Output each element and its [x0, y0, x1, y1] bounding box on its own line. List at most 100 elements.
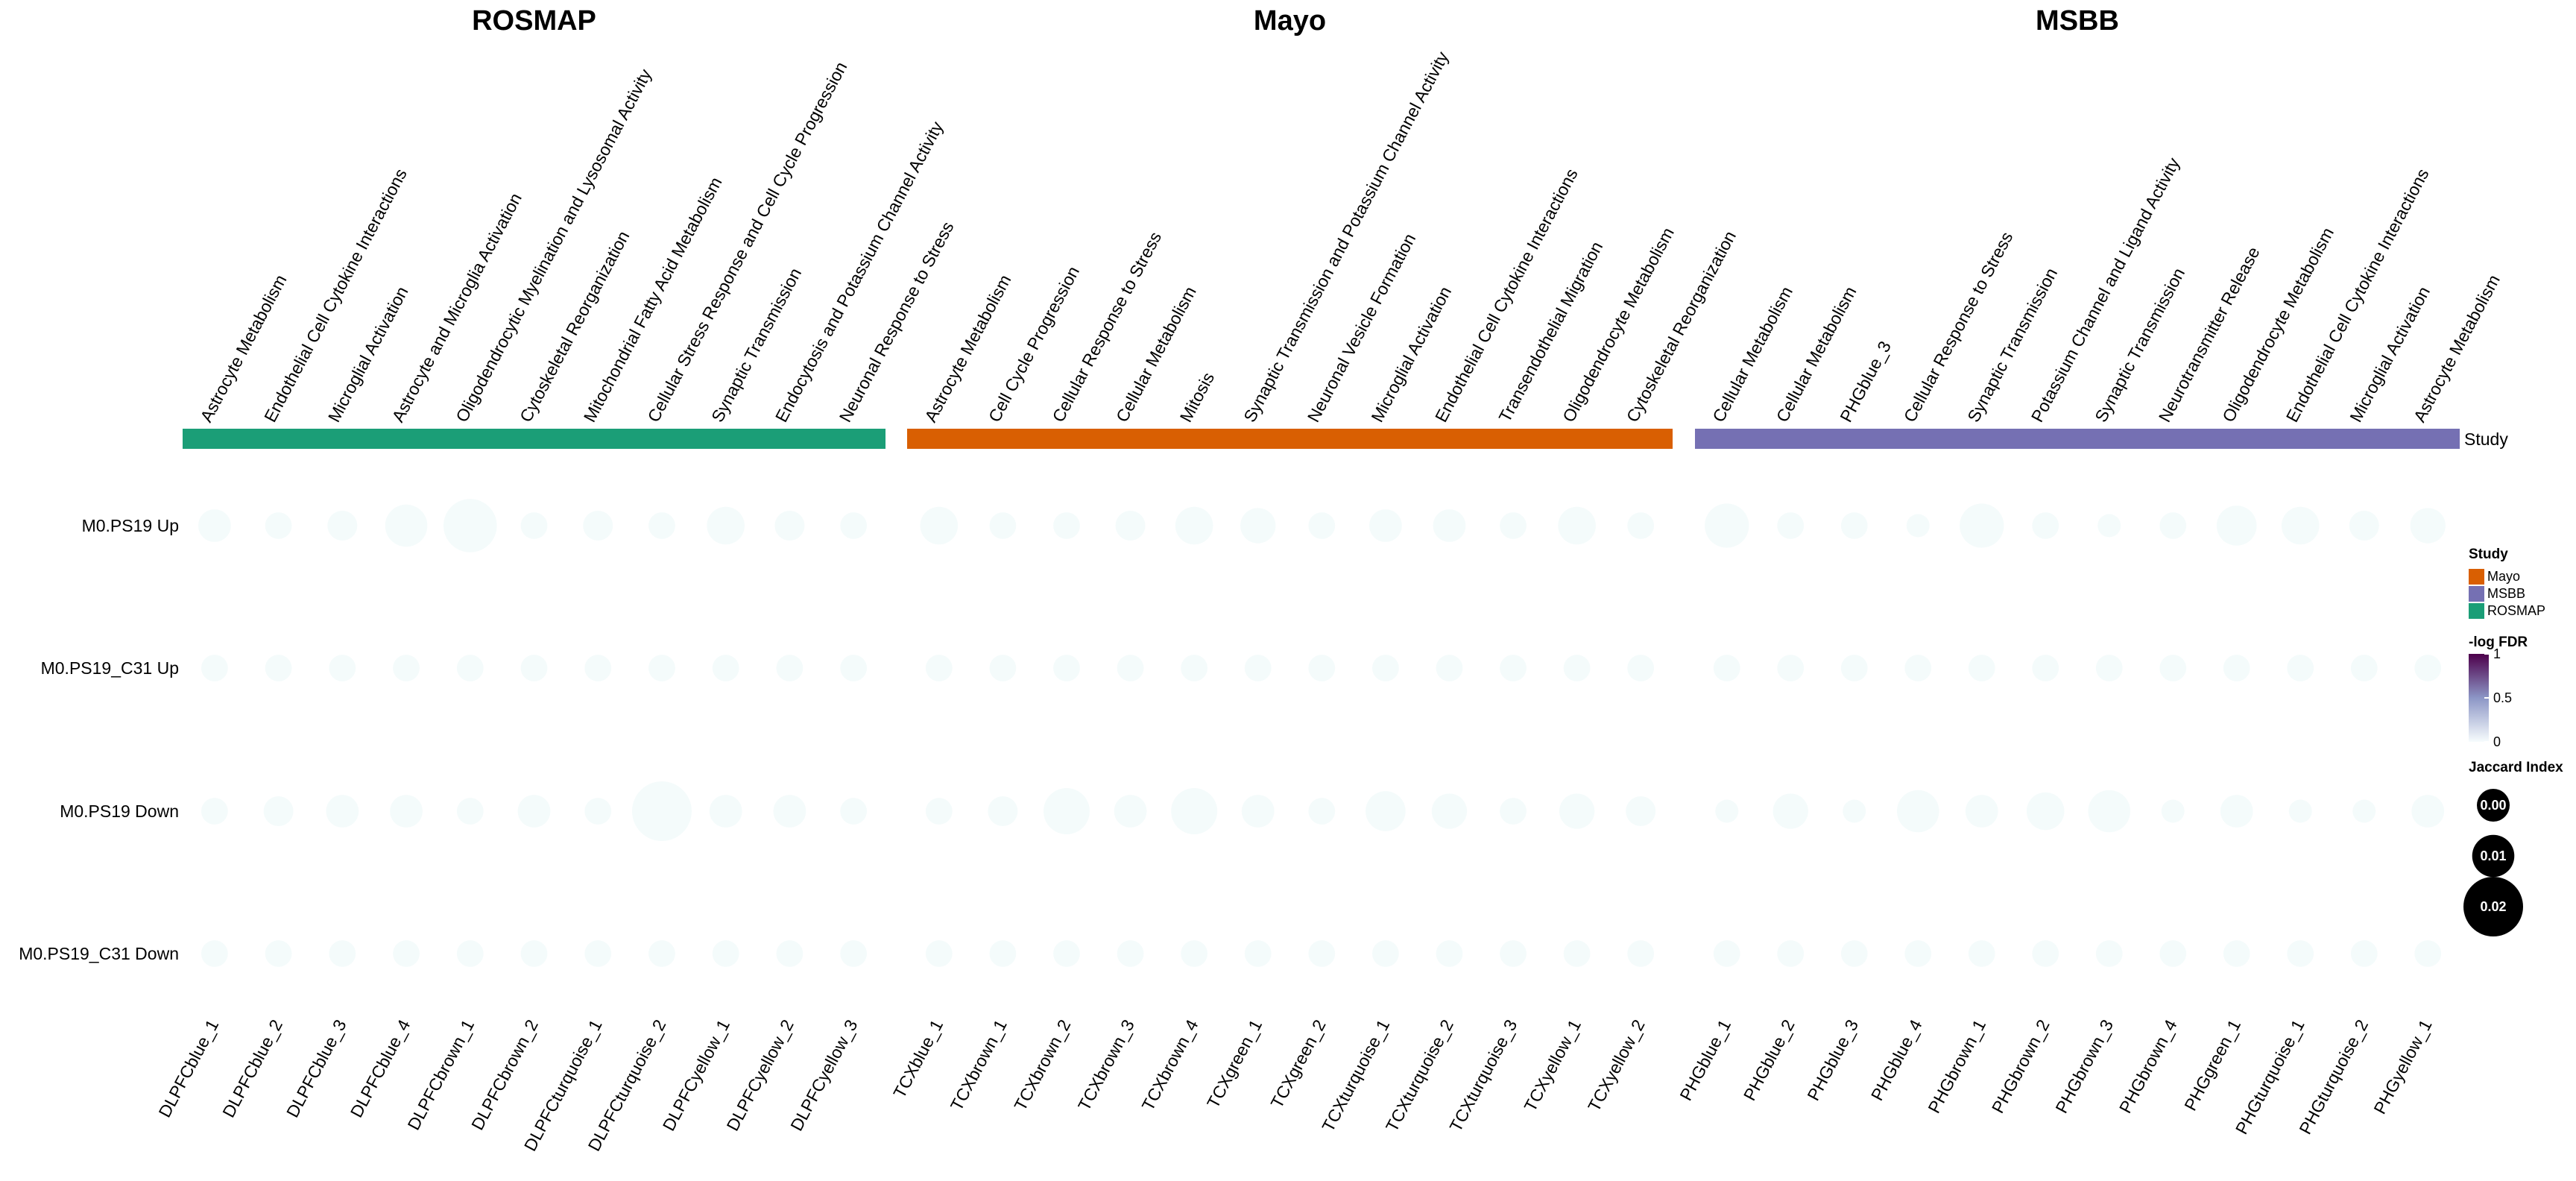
- bubble-m0-ps19-up-phgturquoise-1: [2281, 506, 2320, 545]
- bubble-m0-ps19-up-dlpfcblue-1: [198, 509, 231, 542]
- module-label-phgblue-4: Cellular Response to Stress: [1900, 228, 2017, 425]
- bubble-m0-ps19-c31-up-dlpfcblue-3: [329, 655, 356, 681]
- bubble-m0-ps19-up-phgblue-2: [1777, 512, 1805, 539]
- bubble-m0-ps19-c31-up-dlpfcturquoise-1: [584, 655, 612, 681]
- bubble-m0-ps19-up-tcxbrown-3: [1115, 511, 1146, 541]
- bubble-m0-ps19-c31-down-tcxbrown-4: [1181, 940, 1208, 967]
- legend-jaccard-sizes: 0.00 0.01 0.02: [2463, 789, 2523, 936]
- group-titles: ROSMAP Mayo MSBB: [472, 5, 2119, 37]
- bubble-m0-ps19-c31-down-dlpfcbrown-1: [456, 940, 484, 967]
- bubble-m0-ps19-c31-up-dlpfcbrown-2: [520, 655, 548, 681]
- bubble-m0-ps19-c31-down-tcxturquoise-3: [1500, 940, 1527, 967]
- bubble-m0-ps19-c31-up-phgbrown-4: [2159, 655, 2187, 681]
- bubble-m0-ps19-c31-down-tcxturquoise-1: [1371, 940, 1399, 967]
- row-label-m0-ps19-c31-down: M0.PS19_C31 Down: [19, 944, 179, 963]
- legend-swatch-mayo: [2469, 569, 2484, 585]
- legend-size-label: 0.02: [2480, 899, 2506, 914]
- bubble-m0-ps19-down-dlpfcturquoise-2: [631, 781, 692, 841]
- bubble-m0-ps19-up-phgyellow-1: [2410, 508, 2446, 544]
- annotation-bar-mayo: [907, 429, 1673, 449]
- legend-jaccard-title: Jaccard Index: [2469, 760, 2563, 775]
- module-id-dlpfcblue-1: DLPFCblue_1: [154, 1016, 222, 1121]
- bubble-m0-ps19-c31-down-tcxbrown-1: [989, 940, 1017, 967]
- legend-fdr-tick-label: 0: [2493, 734, 2501, 749]
- module-id-tcxturquoise-1: TCXturquoise_1: [1318, 1016, 1393, 1135]
- bubble-m0-ps19-c31-up-phgblue-3: [1840, 655, 1868, 681]
- bubble-m0-ps19-up-dlpfcturquoise-1: [583, 511, 613, 541]
- bubble-m0-ps19-down-tcxyellow-2: [1626, 796, 1656, 826]
- bubble-m0-ps19-down-tcxblue-1: [925, 798, 953, 825]
- row-label-m0-ps19-down: M0.PS19 Down: [60, 801, 179, 821]
- bubble-m0-ps19-c31-down-phgblue-3: [1840, 940, 1868, 967]
- module-id-tcxyellow-2: TCXyellow_2: [1584, 1016, 1649, 1115]
- bubble-m0-ps19-down-phgbrown-2: [2026, 792, 2065, 831]
- bubble-m0-ps19-c31-down-phggreen-1: [2223, 940, 2250, 967]
- legend-fdr-title: -log FDR: [2469, 634, 2528, 650]
- bubble-m0-ps19-c31-down-phgbrown-3: [2095, 940, 2123, 967]
- module-id-tcxturquoise-2: TCXturquoise_2: [1382, 1016, 1457, 1135]
- row-label-m0-ps19-up: M0.PS19 Up: [82, 516, 179, 535]
- module-label-tcxbrown-2: Cellular Response to Stress: [1048, 228, 1165, 425]
- annotation-bar-msbb: [1695, 429, 2460, 449]
- module-id-dlpfcyellow-2: DLPFCyellow_2: [722, 1016, 797, 1134]
- bubble-m0-ps19-c31-up-dlpfcyellow-1: [712, 655, 739, 681]
- bubble-m0-ps19-c31-up-tcxyellow-2: [1627, 655, 1655, 681]
- bubble-m0-ps19-up-tcxbrown-4: [1175, 506, 1213, 545]
- module-id-dlpfcblue-3: DLPFCblue_3: [282, 1016, 350, 1121]
- bubble-m0-ps19-c31-up-dlpfcyellow-3: [840, 655, 868, 681]
- module-id-dlpfcyellow-3: DLPFCyellow_3: [786, 1016, 861, 1134]
- bubble-m0-ps19-down-tcxgreen-2: [1308, 798, 1336, 825]
- module-label-dlpfcturquoise-1: Mitochondrial Fatty Acid Metabolism: [580, 174, 726, 425]
- bubble-m0-ps19-up-phgblue-3: [1840, 512, 1868, 539]
- legend-swatch-rosmap: [2469, 603, 2484, 619]
- bubble-m0-ps19-up-tcxturquoise-2: [1433, 509, 1466, 542]
- bubble-m0-ps19-down-dlpfcblue-3: [326, 795, 359, 828]
- legend-size-circle: [2472, 834, 2515, 878]
- bubble-m0-ps19-c31-up-phgblue-1: [1713, 655, 1740, 681]
- group-title-msbb: MSBB: [2036, 5, 2119, 37]
- bubble-m0-ps19-c31-up-dlpfcyellow-2: [776, 655, 804, 681]
- bubble-m0-ps19-down-phgblue-2: [1772, 793, 1808, 829]
- module-id-dlpfcbrown-2: DLPFCbrown_2: [467, 1016, 542, 1133]
- bubble-m0-ps19-c31-up-phgyellow-1: [2414, 655, 2442, 681]
- bubble-m0-ps19-down-tcxgreen-1: [1241, 795, 1275, 828]
- bubble-m0-ps19-up-phggreen-1: [2216, 506, 2257, 546]
- module-label-tcxbrown-4: Mitosis: [1176, 369, 1219, 425]
- bubble-m0-ps19-up-phgbrown-4: [2159, 512, 2187, 539]
- bubble-m0-ps19-c31-down-dlpfcturquoise-1: [584, 940, 612, 967]
- legend-label-rosmap: ROSMAP: [2487, 603, 2545, 618]
- bubble-m0-ps19-c31-down-phgbrown-4: [2159, 940, 2187, 967]
- bubble-m0-ps19-c31-up-dlpfcblue-4: [393, 655, 420, 681]
- bubble-m0-ps19-up-tcxgreen-1: [1240, 508, 1276, 544]
- module-id-phgbrown-1: PHGbrown_1: [1924, 1016, 1989, 1116]
- bubble-m0-ps19-down-dlpfcblue-2: [263, 796, 294, 826]
- bubble-m0-ps19-down-dlpfcbrown-2: [517, 795, 551, 828]
- bubble-m0-ps19-c31-up-tcxturquoise-3: [1500, 655, 1527, 681]
- bubble-m0-ps19-down-phgblue-1: [1715, 799, 1739, 823]
- bubble-m0-ps19-up-tcxyellow-2: [1627, 512, 1655, 539]
- bubble-m0-ps19-c31-up-phgbrown-1: [1968, 655, 1995, 681]
- module-id-phgblue-2: PHGblue_2: [1740, 1016, 1799, 1103]
- bubble-m0-ps19-c31-down-phgbrown-2: [2032, 940, 2059, 967]
- bubble-m0-ps19-c31-down-phgturquoise-2: [2350, 940, 2378, 967]
- bubble-m0-ps19-up-dlpfcbrown-2: [520, 512, 548, 539]
- bubble-m0-ps19-c31-up-dlpfcblue-1: [201, 655, 228, 681]
- module-id-phgturquoise-1: PHGturquoise_1: [2232, 1016, 2308, 1137]
- bubble-m0-ps19-up-tcxyellow-1: [1558, 506, 1596, 545]
- bubble-m0-ps19-c31-up-tcxgreen-2: [1308, 655, 1336, 681]
- bubble-m0-ps19-c31-down-tcxblue-1: [925, 940, 953, 967]
- module-id-phgturquoise-2: PHGturquoise_2: [2295, 1016, 2372, 1137]
- bubble-m0-ps19-c31-down-phgblue-1: [1713, 940, 1740, 967]
- bubble-grid: [198, 499, 2446, 967]
- bubble-m0-ps19-c31-down-dlpfcblue-4: [393, 940, 420, 967]
- legend-size-label: 0.00: [2480, 798, 2506, 813]
- bubble-m0-ps19-c31-down-tcxyellow-1: [1563, 940, 1591, 967]
- bubble-m0-ps19-up-tcxgreen-2: [1308, 512, 1336, 539]
- bubble-m0-ps19-c31-down-dlpfcblue-1: [201, 940, 228, 967]
- bubble-m0-ps19-c31-up-phggreen-1: [2223, 655, 2250, 681]
- module-id-phggreen-1: PHGgreen_1: [2180, 1016, 2244, 1114]
- bubble-m0-ps19-c31-up-tcxbrown-1: [989, 655, 1017, 681]
- legend-fdr-tick-label: 1: [2493, 646, 2501, 661]
- bubble-m0-ps19-down-phgbrown-4: [2161, 799, 2185, 823]
- bubble-m0-ps19-c31-up-dlpfcturquoise-2: [648, 655, 675, 681]
